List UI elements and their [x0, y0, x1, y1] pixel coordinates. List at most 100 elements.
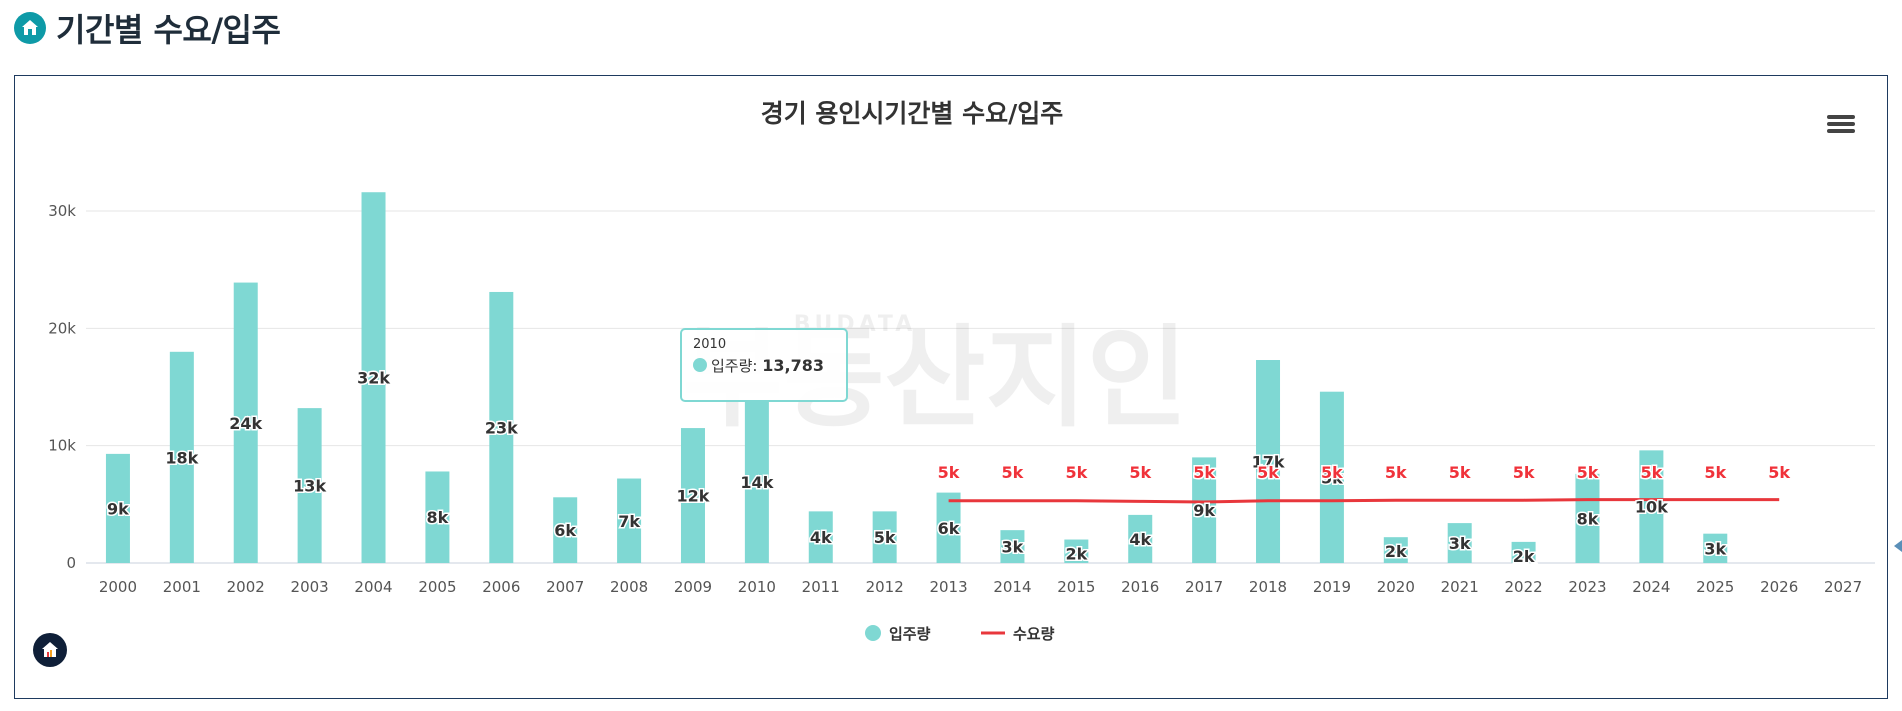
labels-layer: 9k 18k 24k 13k 32k 8k 23k 6k 7k 12k 14k 4k 5k 6k 3k 2k 4… [106, 367, 1792, 567]
chart-title: 경기 용인시기간별 수요/입주 [761, 99, 1064, 128]
bar-data-label: 32k [357, 369, 390, 388]
chart-menu-button[interactable] [1827, 112, 1855, 136]
bar-2006[interactable] [489, 291, 514, 563]
bar-data-label: 14k [740, 473, 773, 492]
tooltip-value: 13,783 [762, 356, 824, 375]
tooltip-year: 2010 [693, 337, 726, 352]
bar-2009[interactable] [680, 428, 705, 563]
x-tick-label: 2002 [227, 578, 265, 596]
bar-2002[interactable] [233, 282, 258, 563]
bar-data-label: 6k [554, 521, 576, 540]
bar-2000[interactable] [105, 453, 130, 563]
bar-data-label: 8k [1577, 509, 1599, 528]
bar-data-label: 17k [1252, 453, 1285, 472]
tooltip-series-label: 입주량: 13,783 [711, 356, 824, 375]
bar-2017[interactable] [1192, 457, 1217, 563]
bar-data-label: 3k [1704, 539, 1726, 558]
x-tick-label: 2008 [610, 578, 648, 596]
bar-data-label: 24k [229, 414, 262, 433]
x-tick-label: 2006 [482, 578, 520, 596]
y-axis: 0 10k 20k 30k [48, 202, 76, 572]
bar-data-label: 6k [938, 519, 960, 538]
bar-2004[interactable] [361, 192, 386, 563]
bar-2022[interactable] [1511, 541, 1536, 563]
bar-2018[interactable] [1256, 360, 1281, 563]
x-tick-label: 2027 [1824, 578, 1862, 596]
bar-data-label: 4k [1129, 530, 1151, 549]
bar-data-label: 7k [618, 512, 640, 531]
bar-2025[interactable] [1703, 533, 1728, 563]
bar-2001[interactable] [169, 351, 194, 563]
line-data-label: 5k [938, 463, 960, 482]
line-data-label: 5k [1257, 463, 1279, 482]
y-tick-label: 30k [48, 202, 76, 220]
x-tick-label: 2005 [418, 578, 456, 596]
bar-data-label: 18k [165, 448, 198, 467]
bar-data-label: 9k [107, 499, 129, 518]
bar-data-label: 2k [1065, 545, 1087, 564]
x-tick-label: 2018 [1249, 578, 1287, 596]
bar-2021[interactable] [1447, 523, 1472, 563]
bars-layer [105, 192, 1728, 563]
line-data-label: 5k [1385, 463, 1407, 482]
bar-2012[interactable] [872, 511, 897, 563]
scroll-arrow-icon[interactable] [1894, 540, 1902, 552]
bar-2007[interactable] [553, 497, 578, 563]
tooltip: 2010 입주량: 13,783 [680, 328, 848, 402]
line-data-label: 5k [1449, 463, 1471, 482]
bar-2020[interactable] [1383, 537, 1408, 563]
line-data-label: 5k [1129, 463, 1151, 482]
bar-data-label: 12k [677, 487, 710, 506]
y-tick-label: 0 [66, 554, 76, 572]
bar-data-label: 2k [1513, 547, 1535, 566]
legend-bar-label[interactable]: 입주량 [889, 625, 931, 643]
x-axis: 2000 2001 2002 2003 2004 2005 2006 2007 2008 2009… [99, 578, 1862, 596]
x-tick-label: 2001 [163, 578, 201, 596]
line-data-label: 5k [1321, 463, 1343, 482]
demand-line[interactable] [948, 498, 1780, 504]
bar-2023[interactable] [1575, 473, 1600, 563]
brand-logo-icon[interactable] [33, 633, 67, 667]
tooltip-marker-icon [693, 358, 707, 372]
bar-data-label: 3k [1449, 534, 1471, 553]
bar-2008[interactable] [617, 478, 642, 563]
bar-2003[interactable] [297, 408, 322, 563]
x-tick-label: 2023 [1568, 578, 1606, 596]
bar-data-label: 4k [810, 528, 832, 547]
bar-2024[interactable] [1639, 450, 1664, 563]
y-tick-label: 10k [48, 437, 76, 455]
x-tick-label: 2015 [1057, 578, 1095, 596]
bar-2015[interactable] [1064, 539, 1089, 563]
line-data-label: 5k [1002, 463, 1024, 482]
x-tick-label: 2022 [1504, 578, 1542, 596]
bar-data-label: 3k [1002, 538, 1024, 557]
x-tick-label: 2020 [1377, 578, 1415, 596]
bar-data-label: 13k [293, 477, 326, 496]
bar-2010[interactable] [744, 401, 769, 563]
bar-data-label: 10k [1635, 498, 1668, 517]
x-tick-label: 2007 [546, 578, 584, 596]
bar-2016[interactable] [1128, 514, 1153, 563]
x-tick-label: 2014 [993, 578, 1031, 596]
x-tick-label: 2016 [1121, 578, 1159, 596]
line-data-label: 5k [1577, 463, 1599, 482]
bar-data-label: 9k [1193, 501, 1215, 520]
bar-2014[interactable] [1000, 530, 1025, 563]
x-tick-label: 2004 [354, 578, 392, 596]
legend-line-label[interactable]: 수요량 [1013, 625, 1055, 643]
bar-2013[interactable] [936, 492, 961, 563]
legend-bar-marker-icon[interactable] [865, 625, 881, 641]
y-tick-label: 20k [48, 319, 76, 337]
chart-panel: BUDATA 부동산지인 9k 18k 24k 13k 32k 8k 23k 6k 7k 12k 1… [14, 75, 1888, 699]
x-tick-label: 2003 [291, 578, 329, 596]
x-tick-label: 2011 [802, 578, 840, 596]
line-layer [948, 498, 1780, 504]
x-tick-label: 2013 [929, 578, 967, 596]
bar-data-label: 8k [427, 508, 449, 527]
x-tick-label: 2019 [1313, 578, 1351, 596]
line-data-label: 5k [1513, 463, 1535, 482]
bar-2011[interactable] [808, 511, 833, 563]
bar-2005[interactable] [425, 471, 450, 563]
bar-2019[interactable] [1319, 391, 1344, 563]
